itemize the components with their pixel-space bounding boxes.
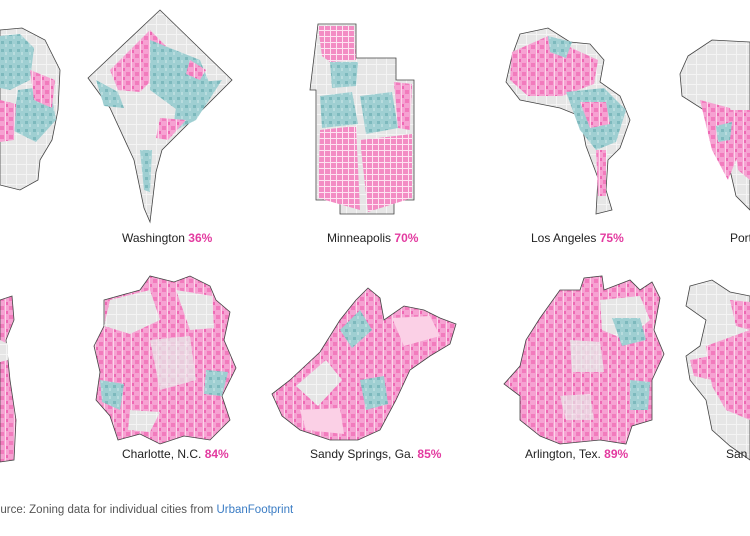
city-name: Minneapolis: [327, 231, 392, 245]
map-arlington: [503, 275, 665, 445]
city-name: Charlotte, N.C.: [122, 447, 202, 461]
city-pct: 75%: [599, 231, 624, 245]
map-sandy-springs: [271, 287, 457, 441]
city-pct: 84%: [204, 447, 229, 461]
label-los-angeles: Los Angeles 75%: [531, 231, 624, 245]
label-arlington: Arlington, Tex. 89%: [525, 447, 628, 461]
city-pct: 70%: [394, 231, 419, 245]
label-minneapolis: Minneapolis 70%: [327, 231, 418, 245]
map-san-antonio: [685, 279, 750, 461]
city-name: Port: [730, 231, 750, 245]
urbanfootprint-link[interactable]: UrbanFootprint: [216, 504, 294, 516]
city-name: San: [726, 447, 748, 461]
city-pct: 85%: [417, 447, 442, 461]
city-pct: 36%: [188, 231, 213, 245]
label-washington: Washington 36%: [122, 231, 212, 245]
city-name: Arlington, Tex.: [525, 447, 601, 461]
map-portland: [679, 39, 750, 211]
label-sandy-springs: Sandy Springs, Ga. 85%: [310, 447, 441, 461]
source-text: ource: Zoning data for individual cities…: [0, 504, 217, 516]
label-charlotte: Charlotte, N.C. 84%: [122, 447, 229, 461]
city-name: Washington: [122, 231, 185, 245]
city-name: Los Angeles: [531, 231, 597, 245]
city-pct: 89%: [604, 447, 629, 461]
map-left-bottom: [0, 295, 17, 463]
label-portland: Port: [730, 231, 750, 245]
label-san-antonio: San: [726, 447, 747, 461]
map-los-angeles: [505, 27, 631, 215]
map-charlotte: [93, 275, 237, 445]
city-name: Sandy Springs, Ga.: [310, 447, 415, 461]
map-washington: [87, 9, 233, 224]
source-note: ource: Zoning data for individual cities…: [0, 504, 293, 516]
map-minneapolis: [309, 23, 415, 215]
map-left-top: [0, 27, 61, 191]
